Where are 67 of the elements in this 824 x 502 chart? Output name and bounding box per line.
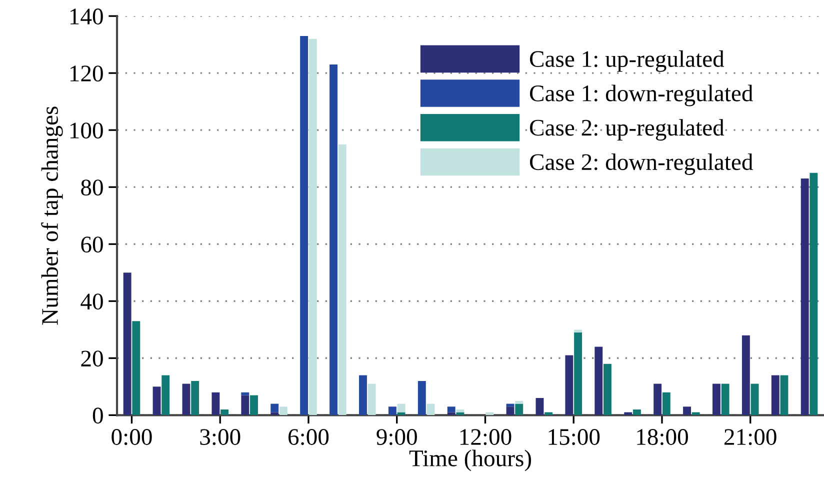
bar [132, 321, 140, 416]
bar [241, 395, 250, 416]
bar [771, 375, 780, 416]
bar [212, 392, 220, 416]
y-tick-label: 40 [80, 294, 103, 310]
bar [426, 404, 435, 416]
bar [654, 384, 662, 416]
legend-label: Case 2: down-regulated [530, 153, 753, 175]
legend-label: Case 1: down-regulated [530, 84, 753, 106]
bar [565, 355, 574, 416]
bar [536, 398, 544, 416]
y-tick-label: 20 [81, 350, 103, 367]
bar [359, 375, 367, 416]
x-tick-label: 9:00 [376, 429, 417, 446]
x-tick-label: 15:00 [548, 429, 600, 446]
y-tick-label: 100 [70, 122, 103, 139]
bar [515, 400, 524, 404]
bar [742, 335, 750, 416]
legend-label: Case 1: up-regulated [530, 50, 724, 72]
bar [632, 409, 641, 416]
bar [780, 375, 788, 416]
bar [750, 384, 759, 416]
bar [330, 64, 338, 416]
x-axis-title: Time (hours) [409, 450, 532, 472]
bar [338, 144, 346, 416]
bar [800, 178, 809, 416]
bar [182, 384, 190, 416]
x-tick-label: 6:00 [288, 429, 329, 446]
bar [270, 404, 279, 412]
bar [162, 375, 170, 416]
bar [662, 392, 670, 416]
bar [368, 384, 376, 416]
bar [594, 346, 603, 416]
bar [506, 406, 514, 416]
legend-label: Case 2: up-regulated [530, 119, 724, 141]
bar [418, 380, 426, 416]
x-tick-label: 3:00 [200, 429, 240, 446]
bar [300, 36, 308, 416]
bar [604, 364, 612, 416]
bar [447, 406, 456, 412]
bar [279, 406, 288, 416]
y-axis-title: Number of tap changes [41, 106, 63, 325]
bar [712, 384, 720, 416]
y-tick-label: 120 [70, 66, 103, 82]
y-tick-label: 0 [92, 408, 103, 424]
y-tick-label: 80 [81, 180, 103, 196]
bar [152, 386, 161, 416]
y-tick-label: 140 [70, 8, 103, 24]
bar [220, 409, 229, 416]
bar [574, 330, 582, 332]
bar [250, 395, 258, 416]
bar [683, 406, 691, 416]
bar [810, 172, 818, 416]
bar [191, 380, 200, 416]
x-tick-label: 21:00 [724, 429, 776, 446]
bar [574, 332, 582, 416]
bar [308, 38, 317, 416]
x-tick-label: 12:00 [460, 429, 512, 446]
bar [721, 384, 730, 416]
y-tick-label: 60 [81, 236, 103, 253]
bar [456, 409, 464, 412]
bar [388, 406, 396, 416]
bar [515, 404, 524, 416]
bar [123, 272, 132, 416]
bar [397, 404, 406, 412]
x-tick-label: 18:00 [637, 429, 688, 446]
x-tick-label: 0:00 [112, 429, 152, 446]
